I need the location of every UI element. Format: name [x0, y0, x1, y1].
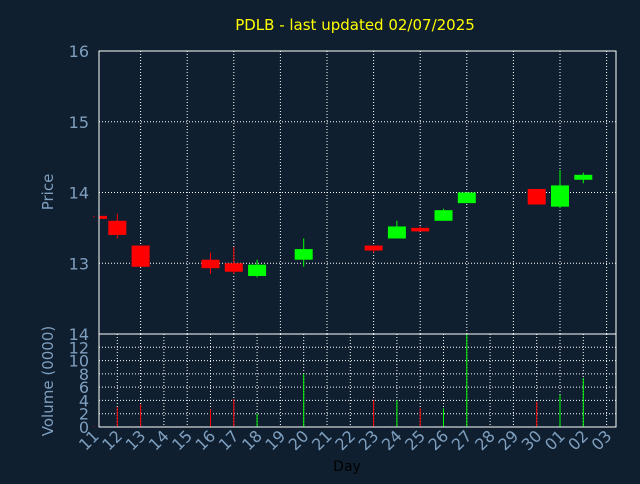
price-axis-label: Price [39, 174, 57, 211]
candle-body [108, 220, 127, 235]
volume-tick-label: 10 [69, 352, 89, 371]
volume-tick-label: 0 [79, 418, 89, 437]
candle-up [387, 220, 406, 239]
day-axis-label: Day [333, 459, 361, 475]
candle-down [131, 245, 150, 267]
candle-body [294, 249, 313, 260]
candle-up [434, 208, 453, 221]
candle-body [364, 245, 383, 251]
candle-down [108, 213, 127, 239]
volume-tick-label: 12 [69, 338, 89, 357]
volume-tick-label: 14 [69, 325, 89, 344]
candle-body [574, 174, 593, 180]
candle-body [201, 259, 220, 269]
price-tick-label: 15 [69, 113, 89, 132]
volume-bars [93, 334, 584, 427]
volume-tick-label: 4 [79, 391, 89, 410]
candle-body [434, 210, 453, 221]
candle-body [387, 226, 406, 239]
volume-tick-label: 6 [79, 378, 89, 397]
volume-tick-label: 8 [79, 365, 89, 384]
x-ticks: 1112131415161718192021222324252627282930… [75, 426, 615, 454]
price-tick-label: 16 [69, 42, 89, 61]
volume-tick-label: 2 [79, 405, 89, 424]
price-ticks: 13 14 15 16 [69, 42, 89, 273]
candle-up [294, 238, 313, 267]
candle-body [224, 263, 243, 272]
candle-body [99, 215, 107, 219]
volume-axis-label: Volume (0000) [39, 326, 57, 436]
candle-up [574, 172, 593, 184]
candle-down [364, 245, 383, 253]
candle-down [93, 215, 107, 219]
candle-body [551, 185, 569, 207]
candle-down [224, 246, 243, 274]
volume-grid [99, 334, 616, 427]
candle-body [411, 227, 430, 232]
candle-body [457, 192, 476, 204]
price-tick-label: 13 [69, 254, 89, 273]
candle-down [411, 226, 430, 232]
x-tick-label: 03 [588, 426, 616, 454]
candle-up [551, 169, 569, 209]
chart-title: PDLB - last updated 02/07/2025 [235, 16, 475, 34]
candle-body [131, 245, 150, 267]
candle-down [201, 252, 220, 274]
candle-up [248, 259, 267, 278]
candle-body [248, 264, 267, 276]
candles [93, 169, 593, 278]
candle-down [527, 188, 546, 205]
volume-plot-frame [98, 333, 617, 428]
candle-body [527, 188, 546, 205]
price-tick-label: 14 [69, 184, 89, 203]
candle-up [457, 192, 476, 204]
